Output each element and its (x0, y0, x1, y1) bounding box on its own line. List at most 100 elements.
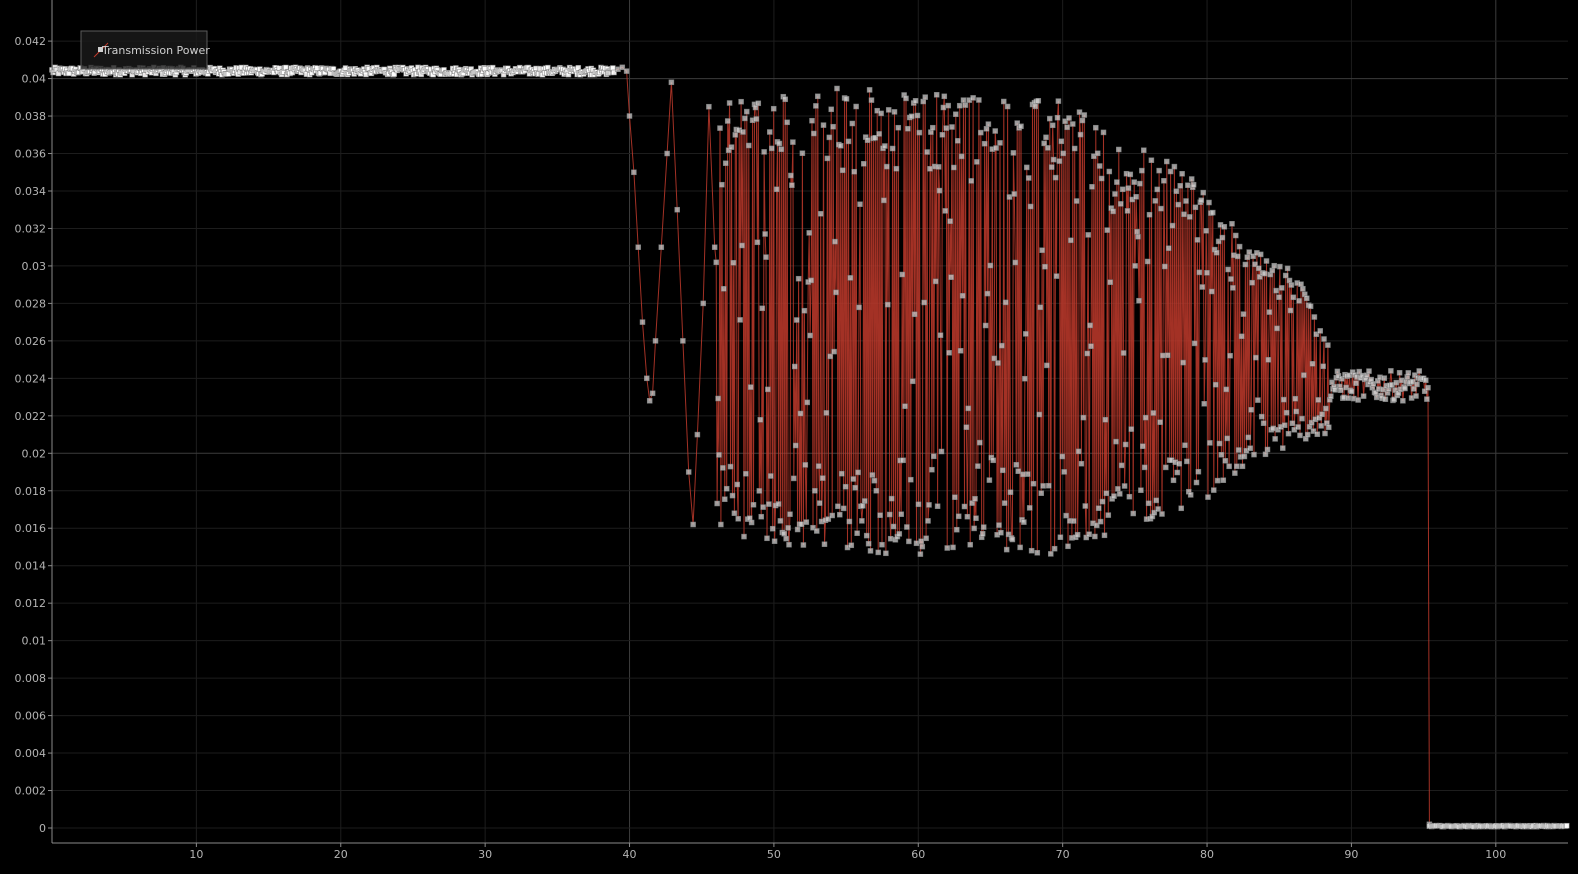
data-point (984, 290, 991, 297)
data-point (713, 259, 719, 266)
data-point (809, 117, 815, 124)
data-point (1060, 150, 1066, 157)
data-point (820, 122, 827, 128)
data-point (644, 375, 650, 382)
data-point (983, 126, 990, 132)
data-point (1205, 494, 1211, 500)
data-point (888, 495, 895, 502)
data-point (978, 129, 984, 136)
data-point (1409, 378, 1416, 385)
data-point (802, 462, 809, 468)
data-point (900, 457, 906, 464)
data-point (1400, 398, 1406, 404)
data-point (1308, 419, 1315, 426)
data-point (786, 541, 792, 548)
data-point (1056, 158, 1063, 164)
data-point (819, 475, 826, 481)
data-point (737, 317, 743, 323)
data-point (1252, 261, 1258, 268)
data-point (646, 398, 653, 404)
data-point (1284, 265, 1291, 272)
data-point (1348, 388, 1355, 395)
data-point (1225, 266, 1231, 273)
data-point (1240, 311, 1247, 317)
data-point (852, 484, 858, 491)
data-point (762, 231, 768, 237)
data-point (1311, 314, 1318, 320)
data-point (1188, 176, 1195, 182)
data-point (1131, 179, 1137, 185)
data-point (977, 439, 983, 446)
legend[interactable]: Transmission Power (80, 30, 210, 70)
data-point (1165, 245, 1172, 251)
data-point (1265, 357, 1272, 363)
data-point (1170, 477, 1177, 484)
data-point (923, 535, 929, 542)
data-point (1161, 178, 1167, 184)
data-point (1098, 175, 1105, 182)
data-point (962, 102, 969, 108)
data-point (834, 85, 840, 92)
data-point (964, 513, 971, 520)
data-point (1206, 199, 1212, 206)
data-point (1043, 134, 1049, 141)
data-point (1153, 497, 1159, 504)
data-point (1314, 431, 1321, 437)
data-point (864, 137, 871, 143)
data-point (761, 149, 767, 155)
data-point (619, 64, 626, 71)
data-point (1006, 194, 1013, 200)
data-point (685, 469, 692, 475)
data-point (1207, 440, 1213, 446)
data-point (1097, 518, 1104, 525)
data-point (1080, 414, 1087, 421)
data-point (1089, 184, 1095, 190)
data-point (927, 166, 933, 172)
y-tick-label: 0.02 (22, 447, 47, 460)
data-point (1421, 388, 1428, 394)
legend-label: Transmission Power (101, 44, 210, 57)
data-point (1091, 153, 1097, 159)
data-point (715, 395, 721, 402)
data-point (1021, 519, 1027, 525)
data-point (1295, 424, 1301, 430)
data-point (878, 110, 884, 117)
data-point (1144, 258, 1151, 265)
data-point (771, 538, 778, 544)
legend-marker-swatch (98, 47, 103, 52)
data-point (760, 504, 766, 510)
y-tick-label: 0.002 (15, 785, 47, 798)
data-point (886, 511, 893, 518)
data-point (831, 348, 837, 355)
data-point (930, 124, 936, 131)
data-point (1255, 397, 1261, 403)
data-point (721, 286, 727, 292)
data-point (1135, 233, 1141, 240)
data-point (784, 119, 790, 126)
data-point (1106, 168, 1113, 175)
data-point (730, 260, 737, 266)
data-point (1139, 167, 1145, 174)
data-point (1121, 483, 1128, 489)
data-point (759, 305, 765, 312)
data-point (997, 140, 1003, 146)
y-tick-label: 0.028 (15, 297, 47, 310)
data-point (939, 132, 946, 138)
data-point (840, 505, 847, 512)
data-point (1095, 505, 1102, 511)
data-point (1183, 198, 1189, 204)
data-point (860, 503, 866, 509)
data-point (826, 134, 833, 141)
data-point (1178, 505, 1184, 512)
data-point (1154, 186, 1160, 193)
y-tick-label: 0.016 (15, 522, 47, 535)
data-point (909, 378, 916, 385)
data-point (868, 97, 875, 103)
data-point (1193, 479, 1200, 486)
data-point (1059, 453, 1066, 460)
data-point (825, 516, 832, 522)
data-point (1187, 214, 1193, 220)
data-point (1094, 522, 1100, 529)
data-point (827, 353, 833, 360)
data-point (1151, 509, 1158, 516)
